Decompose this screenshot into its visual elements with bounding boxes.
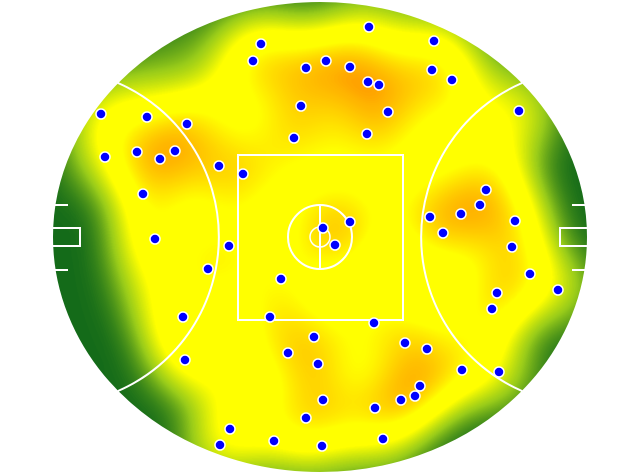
point (368, 317, 380, 329)
field-lines (51, 0, 589, 474)
point (377, 433, 389, 445)
point (237, 168, 249, 180)
point (409, 390, 421, 402)
point (316, 440, 328, 452)
point (486, 303, 498, 315)
point (455, 208, 467, 220)
point (202, 263, 214, 275)
point (317, 394, 329, 406)
point (213, 160, 225, 172)
point (282, 347, 294, 359)
point (369, 402, 381, 414)
point (344, 61, 356, 73)
point (480, 184, 492, 196)
point (363, 21, 375, 33)
point (131, 146, 143, 158)
point (179, 354, 191, 366)
point (288, 132, 300, 144)
point (177, 311, 189, 323)
point (264, 311, 276, 323)
point (169, 145, 181, 157)
point (456, 364, 468, 376)
point (317, 222, 329, 234)
point (491, 287, 503, 299)
point (300, 62, 312, 74)
point (362, 76, 374, 88)
point (214, 439, 226, 451)
point (141, 111, 153, 123)
point (437, 227, 449, 239)
point (308, 331, 320, 343)
point (474, 199, 486, 211)
point (223, 240, 235, 252)
point (224, 423, 236, 435)
point (399, 337, 411, 349)
point (300, 412, 312, 424)
point (268, 435, 280, 447)
point (509, 215, 521, 227)
point (428, 35, 440, 47)
point (513, 105, 525, 117)
point (255, 38, 267, 50)
point (295, 100, 307, 112)
point (181, 118, 193, 130)
point (247, 55, 259, 67)
point (361, 128, 373, 140)
point (329, 239, 341, 251)
point (552, 284, 564, 296)
point (99, 151, 111, 163)
point (382, 106, 394, 118)
point (95, 108, 107, 120)
point (320, 55, 332, 67)
point (373, 79, 385, 91)
point (421, 343, 433, 355)
point (312, 358, 324, 370)
point (426, 64, 438, 76)
point (137, 188, 149, 200)
point (446, 74, 458, 86)
point (275, 273, 287, 285)
point (493, 366, 505, 378)
point (414, 380, 426, 392)
point (149, 233, 161, 245)
point (344, 216, 356, 228)
point (154, 153, 166, 165)
point (506, 241, 518, 253)
point (395, 394, 407, 406)
point (524, 268, 536, 280)
point (424, 211, 436, 223)
